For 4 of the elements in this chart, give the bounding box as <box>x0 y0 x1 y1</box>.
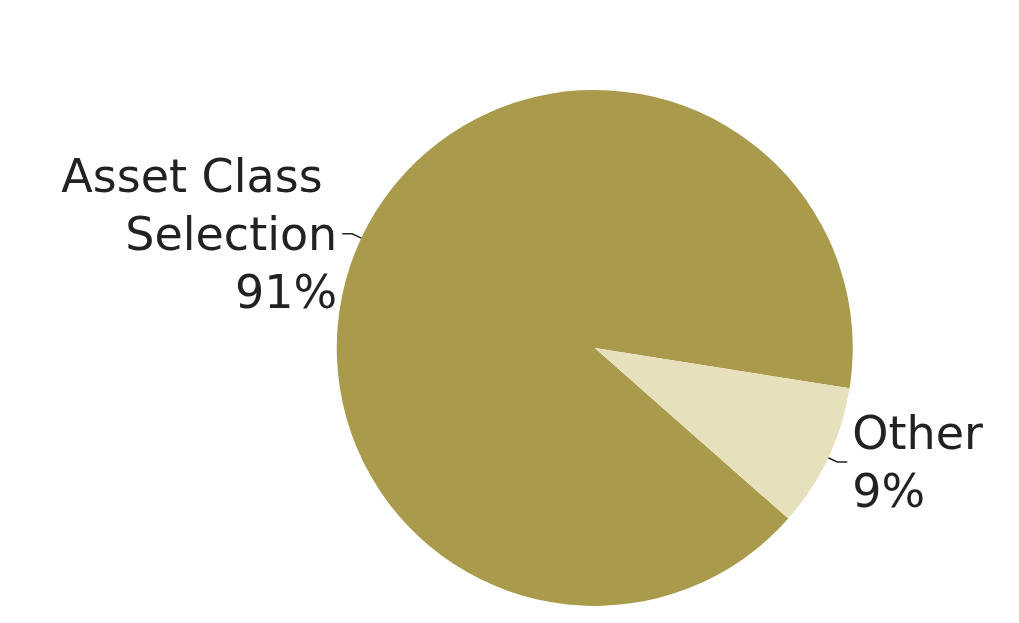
data-label: 9% <box>852 464 926 519</box>
slice-label: Asset Class Selection <box>61 148 338 261</box>
slice-label: Other <box>852 406 983 461</box>
data-label: 91% <box>235 264 338 319</box>
